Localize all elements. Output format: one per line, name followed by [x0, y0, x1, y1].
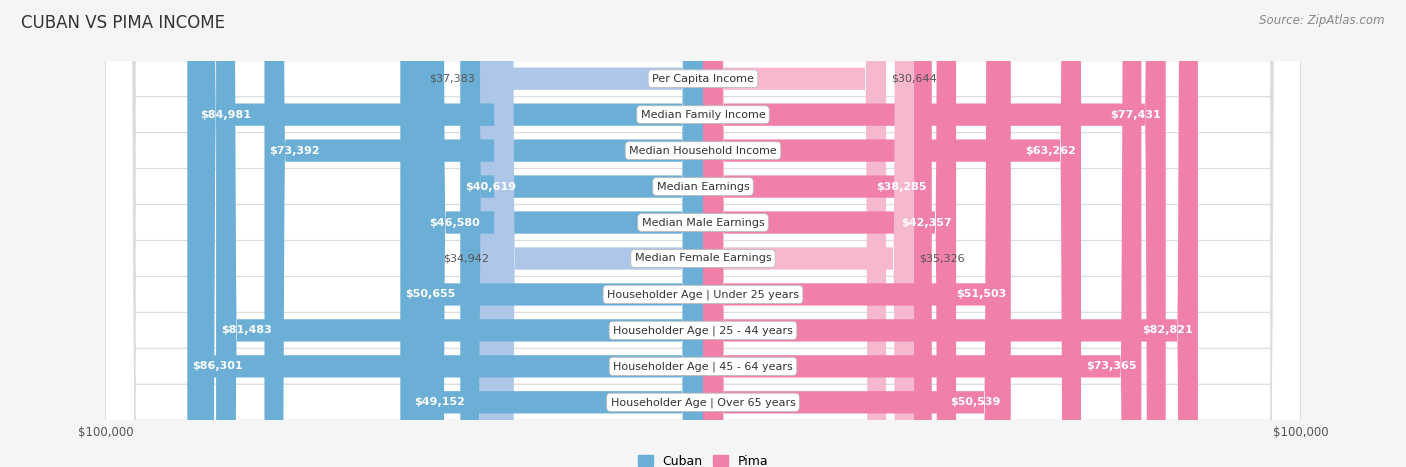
- FancyBboxPatch shape: [479, 0, 703, 467]
- Text: Householder Age | Under 25 years: Householder Age | Under 25 years: [607, 289, 799, 300]
- FancyBboxPatch shape: [409, 0, 703, 467]
- Text: $30,644: $30,644: [891, 74, 936, 84]
- FancyBboxPatch shape: [105, 0, 1301, 467]
- FancyBboxPatch shape: [195, 0, 703, 467]
- Text: $73,365: $73,365: [1085, 361, 1136, 371]
- Text: $37,383: $37,383: [429, 74, 475, 84]
- Text: $50,539: $50,539: [950, 397, 1000, 407]
- Legend: Cuban, Pima: Cuban, Pima: [638, 455, 768, 467]
- FancyBboxPatch shape: [703, 0, 932, 467]
- Text: Source: ZipAtlas.com: Source: ZipAtlas.com: [1260, 14, 1385, 27]
- FancyBboxPatch shape: [703, 0, 1081, 467]
- Text: Median Earnings: Median Earnings: [657, 182, 749, 191]
- Text: $81,483: $81,483: [221, 325, 271, 335]
- FancyBboxPatch shape: [703, 0, 1198, 467]
- Text: Median Household Income: Median Household Income: [628, 146, 778, 156]
- FancyBboxPatch shape: [105, 0, 1301, 467]
- FancyBboxPatch shape: [494, 0, 703, 467]
- Text: $77,431: $77,431: [1111, 110, 1161, 120]
- FancyBboxPatch shape: [105, 0, 1301, 467]
- FancyBboxPatch shape: [703, 0, 956, 467]
- Text: $73,392: $73,392: [269, 146, 319, 156]
- Text: $86,301: $86,301: [193, 361, 243, 371]
- Text: Householder Age | 25 - 44 years: Householder Age | 25 - 44 years: [613, 325, 793, 336]
- Text: Median Female Earnings: Median Female Earnings: [634, 254, 772, 263]
- Text: $35,326: $35,326: [920, 254, 965, 263]
- FancyBboxPatch shape: [425, 0, 703, 467]
- FancyBboxPatch shape: [460, 0, 703, 467]
- Text: $82,821: $82,821: [1142, 325, 1194, 335]
- Text: $34,942: $34,942: [443, 254, 489, 263]
- Text: Per Capita Income: Per Capita Income: [652, 74, 754, 84]
- Text: $42,357: $42,357: [901, 218, 952, 227]
- FancyBboxPatch shape: [105, 0, 1301, 467]
- Text: $49,152: $49,152: [415, 397, 465, 407]
- Text: $50,655: $50,655: [405, 290, 456, 299]
- Text: $51,503: $51,503: [956, 290, 1005, 299]
- FancyBboxPatch shape: [105, 0, 1301, 467]
- FancyBboxPatch shape: [187, 0, 703, 467]
- FancyBboxPatch shape: [105, 0, 1301, 467]
- Text: $46,580: $46,580: [429, 218, 481, 227]
- FancyBboxPatch shape: [401, 0, 703, 467]
- FancyBboxPatch shape: [703, 0, 886, 467]
- FancyBboxPatch shape: [264, 0, 703, 467]
- FancyBboxPatch shape: [703, 0, 1011, 467]
- FancyBboxPatch shape: [105, 0, 1301, 467]
- Text: Householder Age | Over 65 years: Householder Age | Over 65 years: [610, 397, 796, 408]
- FancyBboxPatch shape: [105, 0, 1301, 467]
- Text: $40,619: $40,619: [465, 182, 516, 191]
- FancyBboxPatch shape: [217, 0, 703, 467]
- Text: $84,981: $84,981: [200, 110, 252, 120]
- FancyBboxPatch shape: [703, 0, 1005, 467]
- Text: CUBAN VS PIMA INCOME: CUBAN VS PIMA INCOME: [21, 14, 225, 32]
- FancyBboxPatch shape: [105, 0, 1301, 467]
- FancyBboxPatch shape: [703, 0, 1166, 467]
- Text: Householder Age | 45 - 64 years: Householder Age | 45 - 64 years: [613, 361, 793, 372]
- Text: Median Male Earnings: Median Male Earnings: [641, 218, 765, 227]
- FancyBboxPatch shape: [703, 0, 1142, 467]
- FancyBboxPatch shape: [703, 0, 914, 467]
- Text: $38,285: $38,285: [876, 182, 927, 191]
- Text: Median Family Income: Median Family Income: [641, 110, 765, 120]
- FancyBboxPatch shape: [105, 0, 1301, 467]
- Text: $63,262: $63,262: [1025, 146, 1076, 156]
